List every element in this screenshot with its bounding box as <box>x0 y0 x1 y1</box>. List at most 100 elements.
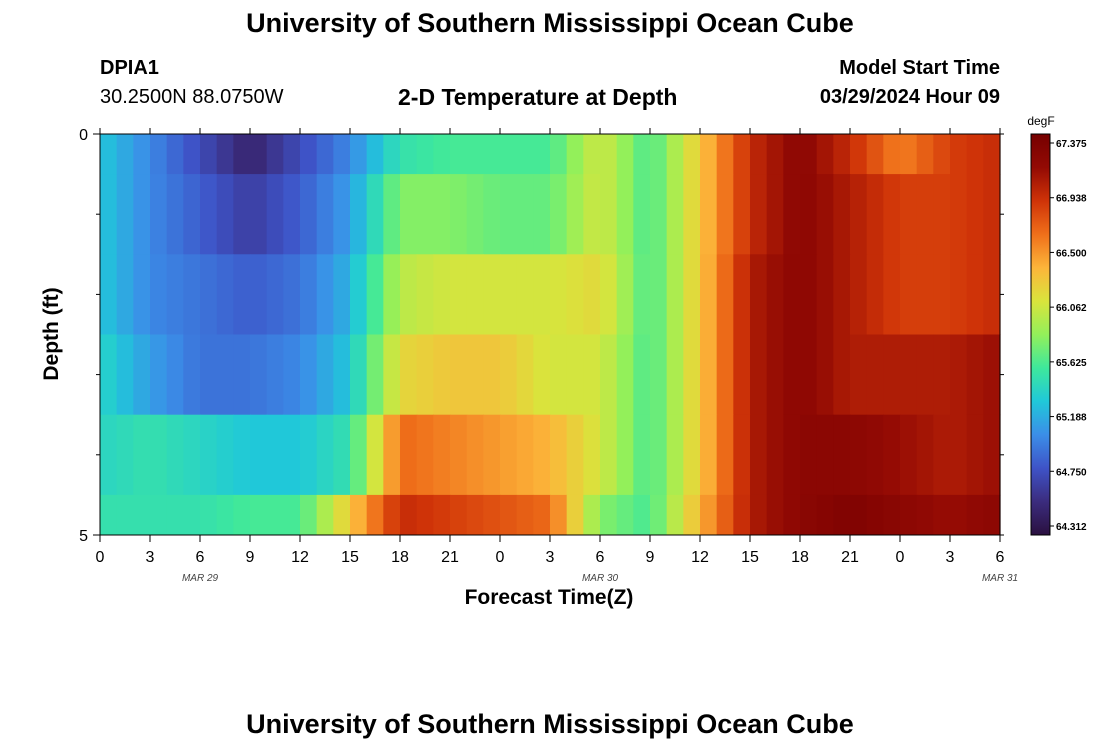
x-tick-label: 9 <box>646 549 655 566</box>
heatmap-cell <box>766 334 784 416</box>
heatmap-cell <box>700 134 718 175</box>
heatmap-cell <box>250 494 268 536</box>
heatmap-cell <box>783 334 801 416</box>
heatmap-cell <box>966 134 984 175</box>
heatmap-cell <box>733 254 751 335</box>
heatmap-cell <box>500 414 518 496</box>
heatmap-cell <box>150 494 168 536</box>
heatmap-cell <box>400 134 418 175</box>
footer-title: University of Southern Mississippi Ocean… <box>246 709 854 739</box>
x-tick-label: 6 <box>196 549 205 566</box>
heatmap-cell <box>116 414 134 496</box>
model-start-value: 03/29/2024 Hour 09 <box>819 86 1000 108</box>
heatmap-cell <box>900 494 918 536</box>
heatmap-cell <box>366 414 384 496</box>
heatmap-cell <box>550 494 568 536</box>
heatmap-cell <box>466 494 484 536</box>
heatmap-cell <box>233 134 251 175</box>
temperature-heatmap-chart: 0 3 6 9 12 15 18 21 0 3 6 9 12 15 18 21 0 3 6 MAR 29 MAR 30 M… <box>40 114 1087 609</box>
heatmap-cell <box>183 414 201 496</box>
heatmap-cell <box>633 134 651 175</box>
heatmap-cell <box>583 254 601 335</box>
heatmap-cell <box>766 414 784 496</box>
heatmap-cell <box>850 414 868 496</box>
heatmap-cell <box>866 134 884 175</box>
heatmap-cell <box>150 414 168 496</box>
heatmap-cell <box>733 134 751 175</box>
date-label: MAR 30 <box>582 573 619 584</box>
heatmap-cell <box>533 254 551 335</box>
heatmap-cell <box>933 334 951 416</box>
heatmap-cell <box>466 254 484 335</box>
heatmap-cell <box>833 334 851 416</box>
heatmap-cell <box>500 494 518 536</box>
heatmap-cell <box>550 414 568 496</box>
heatmap-cell <box>616 494 634 536</box>
heatmap-cell <box>216 134 234 175</box>
heatmap-cell <box>733 414 751 496</box>
heatmap-cell <box>316 134 334 175</box>
heatmap-cell <box>583 494 601 536</box>
heatmap-cell <box>816 334 834 416</box>
heatmap-cell <box>300 494 318 536</box>
heatmap-cell <box>683 174 701 255</box>
chart-axes: 0 3 6 9 12 15 18 21 0 3 6 9 12 15 18 21 0 3 6 MAR 29 MAR 30 M… <box>79 127 1018 584</box>
y-tick-label: 5 <box>79 528 88 545</box>
colorbar-tick-label: 66.500 <box>1056 248 1087 259</box>
heatmap-cell <box>600 254 618 335</box>
heatmap-cell <box>500 334 518 416</box>
heatmap-cell <box>500 134 518 175</box>
heatmap-cell <box>316 334 334 416</box>
heatmap-cell <box>233 254 251 335</box>
heatmap-cell <box>900 334 918 416</box>
heatmap-cell <box>583 134 601 175</box>
heatmap-cell <box>200 254 218 335</box>
heatmap-cell <box>133 494 151 536</box>
heatmap-cell <box>700 254 718 335</box>
heatmap-cell <box>266 494 284 536</box>
heatmap-cell <box>650 134 668 175</box>
heatmap-cell <box>333 134 351 175</box>
heatmap-cell <box>350 414 368 496</box>
heatmap-cell <box>716 494 734 536</box>
x-tick-label: 18 <box>391 549 409 566</box>
heatmap-cell <box>750 174 768 255</box>
heatmap-cell <box>566 174 584 255</box>
heatmap-cell <box>433 334 451 416</box>
heatmap-cell <box>866 494 884 536</box>
heatmap-cell <box>800 134 818 175</box>
heatmap-cell <box>600 134 618 175</box>
heatmap-cell <box>683 334 701 416</box>
heatmap-cell <box>583 174 601 255</box>
heatmap-cell <box>883 494 901 536</box>
heatmap-cell <box>516 134 534 175</box>
heatmap-cell <box>333 254 351 335</box>
heatmap-cell <box>900 254 918 335</box>
heatmap-cell <box>850 334 868 416</box>
heatmap-cell <box>216 414 234 496</box>
heatmap-cell <box>833 134 851 175</box>
heatmap-cell <box>450 494 468 536</box>
heatmap-cell <box>783 254 801 335</box>
heatmap-cell <box>600 174 618 255</box>
heatmap-cell <box>983 134 1001 175</box>
heatmap-cell <box>400 334 418 416</box>
heatmap-cell <box>666 414 684 496</box>
heatmap-cell <box>816 414 834 496</box>
x-tick-label: 21 <box>841 549 859 566</box>
heatmap-cell <box>350 494 368 536</box>
heatmap-cell <box>566 334 584 416</box>
heatmap-cell <box>683 134 701 175</box>
heatmap-cell <box>950 414 968 496</box>
heatmap-cell <box>100 254 118 335</box>
heatmap-cell <box>216 174 234 255</box>
heatmap-cell <box>316 174 334 255</box>
heatmap-cell <box>866 254 884 335</box>
heatmap-cell <box>666 174 684 255</box>
heatmap-cell <box>983 334 1001 416</box>
heatmap-cell <box>333 414 351 496</box>
heatmap-cell <box>983 174 1001 255</box>
heatmap-cell <box>916 494 934 536</box>
heatmap-cell <box>666 254 684 335</box>
heatmap-cell <box>116 334 134 416</box>
